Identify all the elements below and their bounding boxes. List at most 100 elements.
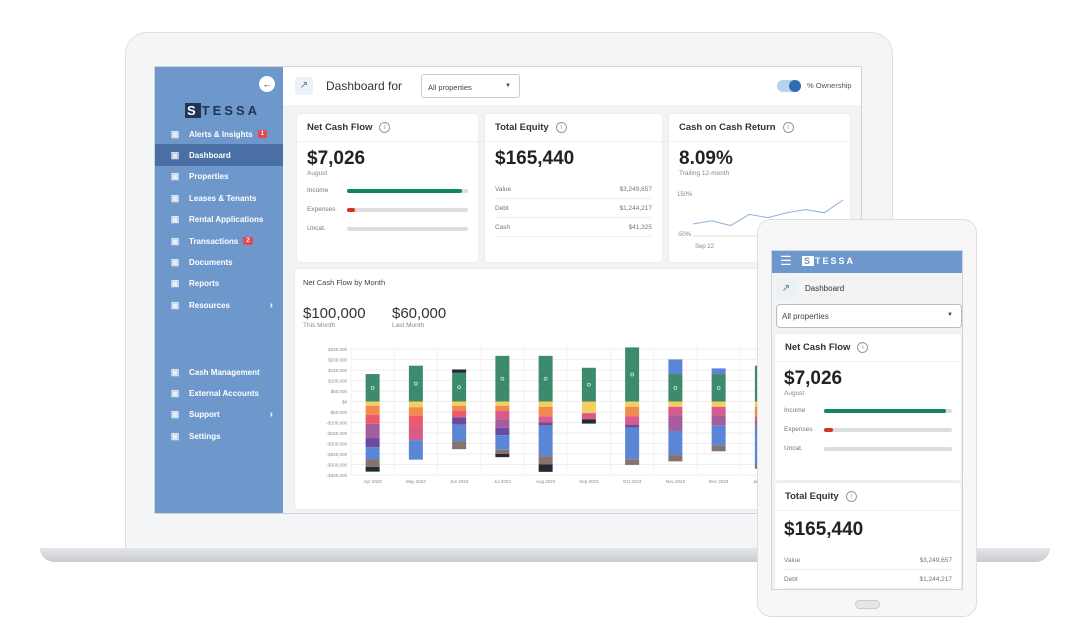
sidebar-item-resources[interactable]: ▣ Resources › [155, 294, 283, 316]
net-marker [500, 376, 505, 381]
x-tick-label: Nov 2023 [666, 479, 686, 484]
property-select-value: All properties [428, 83, 472, 92]
ownership-toggle[interactable] [777, 80, 801, 92]
summary-value: $100,000 [303, 305, 366, 322]
y-tick-label: -$250,000 [327, 452, 348, 457]
sidebar-item-label: Settings [189, 431, 221, 441]
bar-segment-expense-pink [581, 413, 596, 420]
net-marker [630, 372, 634, 377]
sidebar-item-dashboard[interactable]: ▣ Dashboard [155, 144, 283, 167]
sidebar-item-alerts-insights[interactable]: ▣ Alerts & Insights 1 [155, 123, 283, 145]
sidebar-item-external-accounts[interactable]: ▣ External Accounts [155, 382, 283, 404]
card-title: Net Cash Flow [785, 342, 851, 353]
row-label: Expenses [784, 426, 813, 433]
sidebar-item-reports[interactable]: ▣ Reports [155, 273, 283, 295]
bar-segment-expense-purple [625, 424, 640, 428]
bar-segment-expense-blue [408, 440, 423, 460]
bar-segment-expense-magenta [668, 415, 683, 431]
dashboard-icon: ↗ [295, 77, 313, 95]
row-value: $41,325 [628, 223, 653, 231]
info-icon[interactable]: i [845, 491, 857, 502]
sidebar-item-settings[interactable]: ▣ Settings [155, 425, 283, 447]
report-icon: ▣ [170, 278, 180, 289]
sidebar-item-label: Support [189, 410, 220, 420]
card-title: Total Equity [495, 122, 549, 133]
card-title: Total Equity [785, 491, 839, 502]
sidebar-item-label: Alerts & Insights [189, 129, 253, 139]
bar-segment-income-green [495, 355, 510, 402]
bank-icon: ▣ [170, 387, 180, 398]
bar-segment-expense-yellow [625, 401, 640, 407]
y-tick-label: -$350,000 [327, 473, 348, 478]
bar-segment-expense-red [408, 415, 423, 427]
bar-segment-expense-orange [495, 405, 510, 411]
y-tick: -50% [677, 232, 692, 238]
equity-row-cash: Cash$41,325 [784, 589, 952, 590]
sidebar-item-transactions[interactable]: ▣ Transactions 2 [155, 230, 283, 252]
bar-segment-expense-pink [408, 426, 423, 441]
bar-segment-expense-blue [711, 425, 726, 446]
row-label: Expenses [307, 206, 336, 213]
ncf-row-income: Income [307, 181, 468, 200]
row-label: Cash [495, 223, 511, 231]
bar-segment-income-black [452, 369, 467, 373]
row-label: Uncat. [307, 225, 326, 232]
equity-row-value: Value $3,249,657 [495, 180, 652, 199]
chevron-down-icon: ▼ [947, 312, 953, 318]
card-icon: ▣ [170, 366, 180, 377]
card-title: Cash on Cash Return [679, 122, 776, 133]
sidebar-item-label: Leases & Tenants [189, 193, 257, 203]
bar-segment-expense-red [365, 414, 380, 424]
hamburger-menu-icon[interactable]: ☰ [780, 253, 792, 268]
mobile-property-select[interactable]: All properties ▼ [776, 304, 962, 328]
sidebar-item-label: External Accounts [189, 388, 259, 398]
net-marker [673, 385, 678, 390]
row-value: $1,244,217 [619, 204, 652, 212]
collapse-sidebar-button[interactable]: ← [259, 76, 275, 92]
info-icon[interactable]: i [555, 122, 567, 133]
sidebar-item-label: Rental Applications [189, 215, 264, 225]
sidebar-item-cash-management[interactable]: ▣ Cash Management [155, 361, 283, 383]
sidebar-item-properties[interactable]: ▣ Properties [155, 166, 283, 188]
bar-segment-expense-magenta [711, 415, 726, 426]
sidebar-item-label: Transactions [189, 236, 239, 246]
x-tick-label: Jun 2023 [450, 479, 469, 484]
property-select[interactable]: All properties ▼ [421, 74, 520, 98]
sidebar-item-leases-tenants[interactable]: ▣ Leases & Tenants [155, 187, 283, 209]
row-label: Income [307, 187, 329, 194]
bar-segment-income-green [452, 372, 467, 402]
ncf-row-income: Income [784, 401, 952, 420]
tablet-home-button [855, 600, 880, 609]
dashboard-icon: ↗ [776, 279, 796, 299]
chart-line-icon: ▣ [170, 149, 180, 160]
mobile-topbar: ☰ S TESSA [772, 251, 962, 273]
info-icon[interactable]: i [379, 122, 391, 133]
sidebar-item-rental-applications[interactable]: ▣ Rental Applications [155, 209, 283, 231]
bar-segment-income-green [365, 374, 380, 402]
bar-segment-expense-blue [668, 430, 683, 456]
stessa-logo: S TESSA [802, 256, 856, 266]
sidebar-item-label: Properties [189, 172, 229, 182]
notification-badge: 1 [257, 130, 267, 138]
x-tick-label: Sep 2023 [579, 479, 599, 484]
x-tick-label: Apr 2023 [363, 479, 382, 484]
sidebar-item-documents[interactable]: ▣ Documents [155, 251, 283, 273]
ownership-label: % Ownership [807, 81, 852, 90]
bar-segment-expense-pink [668, 406, 683, 416]
bar-segment-expense-magenta [495, 419, 510, 428]
progress-bar [347, 207, 468, 212]
bar-segment-income-green [581, 367, 596, 402]
x-tick-label: Aug 2023 [536, 479, 556, 484]
bar-segment-expense-brown [668, 455, 683, 462]
bar-segment-income-green [408, 365, 423, 402]
y-tick: 150% [677, 192, 693, 198]
summary-last-month: $60,000 Last Month [392, 305, 446, 329]
dollar-icon: ▣ [170, 235, 180, 246]
sidebar-item-support[interactable]: ▣ Support › [155, 404, 283, 426]
y-tick-label: -$300,000 [327, 463, 348, 468]
row-label: Value [784, 556, 801, 564]
info-icon[interactable]: i [782, 122, 794, 133]
row-value: $3,249,657 [919, 556, 952, 564]
bar-segment-expense-black [538, 464, 553, 472]
info-icon[interactable]: i [857, 342, 869, 353]
